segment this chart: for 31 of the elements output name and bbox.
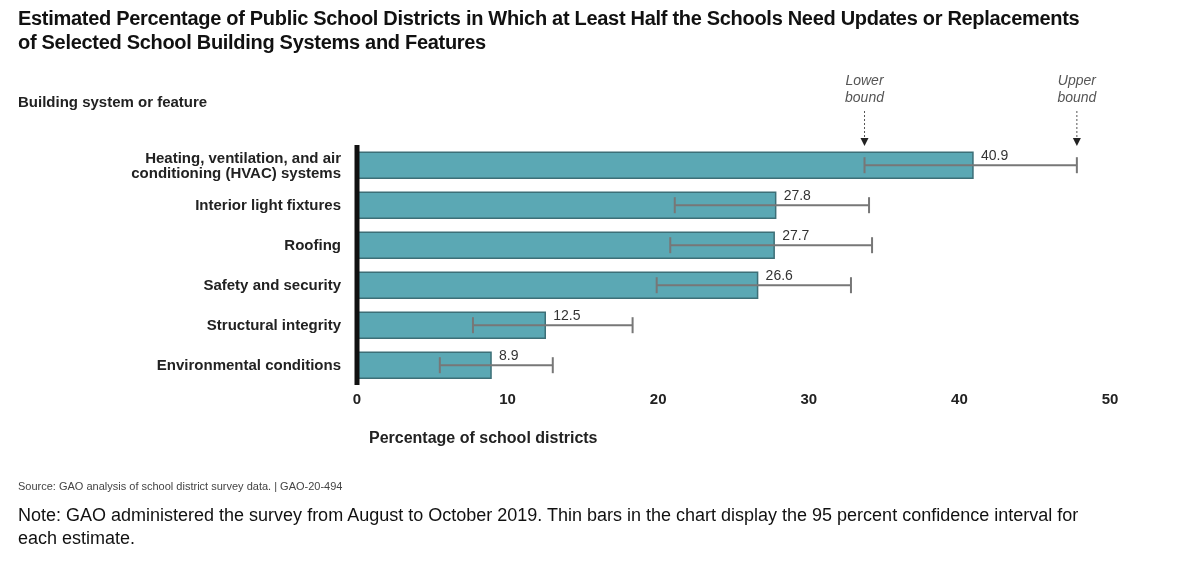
x-tick-label: 0 — [352, 389, 362, 407]
x-tick-label: 30 — [800, 389, 818, 407]
text: Upper bound — [1057, 72, 1098, 105]
y-tick-label: Environmental conditions — [156, 356, 341, 374]
data-label: 27.7 — [782, 227, 810, 244]
y-tick-label: Interior light fixtures — [195, 196, 341, 214]
y-tick-label: Safety and security — [203, 276, 342, 294]
x-tick-label: 50 — [1101, 389, 1119, 407]
x-tick-label: 40 — [951, 389, 968, 407]
y-tick-label: Roofing — [284, 236, 341, 254]
bar — [357, 271, 759, 299]
bar — [357, 311, 546, 339]
bar — [357, 191, 777, 219]
source-note: Source: GAO analysis of school district survey data. | GAO-20-494 — [18, 480, 344, 492]
chart-title: Estimated Percentage of Public School Districts in Which at Least Half the Schools Need Updates or Replacements of Selected School Building Systems and Features — [18, 6, 1081, 54]
bar — [357, 351, 492, 379]
data-label: 8.9 — [499, 347, 519, 364]
text: Note: GAO administered the survey from August to October 2019. Thin bars in the chart display the 95 percent confidence interval for each estimate. — [18, 504, 1080, 550]
y-tick-label: Structural integrity — [206, 316, 342, 334]
bar — [357, 151, 974, 179]
x-tick-label: 10 — [499, 389, 516, 407]
data-label: 40.9 — [980, 147, 1009, 164]
data-label: 12.5 — [553, 307, 581, 324]
x-tick-label: 20 — [649, 389, 667, 407]
y-axis-title: Building system or feature — [18, 93, 208, 110]
x-axis-title: Percentage of school districts — [369, 429, 598, 446]
y-tick-label: Heating, ventilation, and air conditioning (HVAC) systems — [131, 148, 342, 181]
bar — [357, 231, 775, 259]
text: Lower bound — [845, 72, 886, 105]
data-label: 26.6 — [765, 267, 794, 284]
data-label: 27.8 — [783, 187, 812, 204]
